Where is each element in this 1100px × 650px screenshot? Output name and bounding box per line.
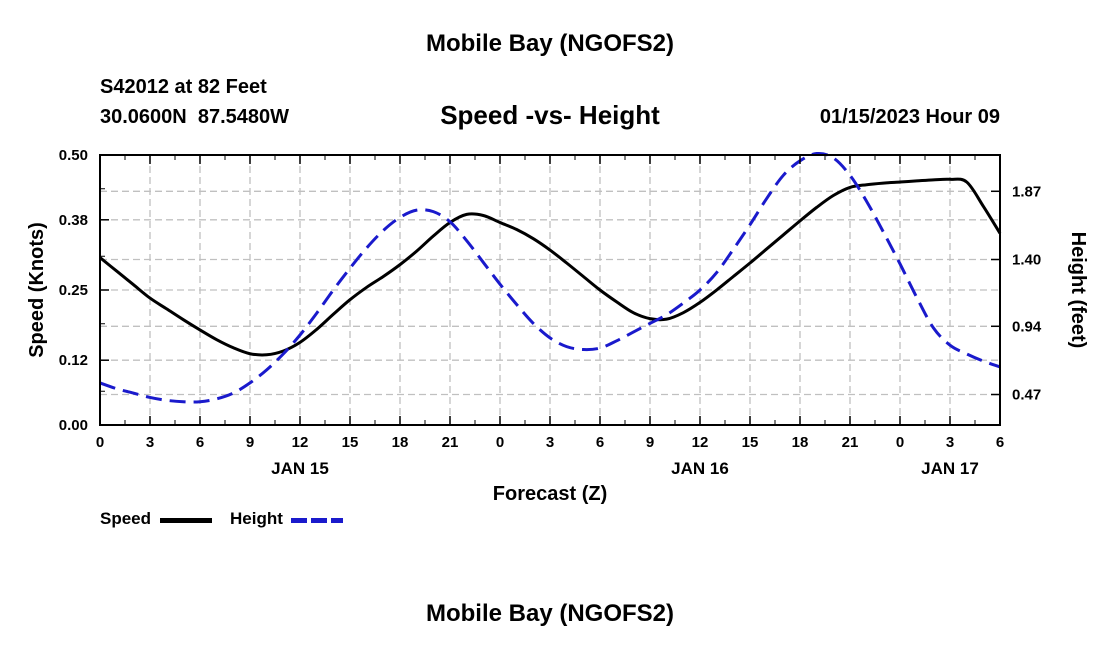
legend-speed-label: Speed — [100, 509, 152, 528]
x-tick-label: 21 — [842, 434, 859, 451]
coordinates-label: 30.0600N 87.5480W — [100, 106, 290, 128]
y-tick-label: 0.38 — [59, 212, 88, 229]
y-tick-label: 0.50 — [59, 147, 88, 164]
y2-tick-label: 0.94 — [1012, 318, 1042, 335]
top-title: Mobile Bay (NGOFS2) — [425, 30, 675, 57]
legend-speed-swatch — [160, 518, 212, 523]
y-axis-title: Speed (Knots) — [26, 222, 48, 358]
x-axis-title: Forecast (Z) — [493, 483, 607, 505]
x-tick-label: 0 — [896, 434, 904, 451]
axis-ticks — [99, 154, 1001, 426]
x-tick-label: 3 — [946, 434, 954, 451]
x-tick-label: 15 — [742, 434, 759, 451]
x-tick-label: 18 — [792, 434, 809, 451]
x-tick-label: 18 — [392, 434, 409, 451]
date-label: JAN 16 — [671, 459, 729, 478]
x-tick-label: 3 — [146, 434, 154, 451]
series-line-speed — [99, 177, 1002, 357]
y-tick-label: 0.12 — [59, 352, 88, 369]
y2-tick-label: 0.47 — [1012, 387, 1041, 404]
y2-tick-label: 1.40 — [1012, 252, 1041, 269]
x-tick-label: 3 — [546, 434, 554, 451]
x-tick-label: 9 — [646, 434, 654, 451]
x-tick-label: 0 — [496, 434, 504, 451]
x-tick-label: 6 — [596, 434, 604, 451]
y2-tick-label: 1.87 — [1012, 183, 1041, 200]
x-tick-label: 15 — [342, 434, 359, 451]
y-tick-label: 0.25 — [59, 282, 88, 299]
x-tick-label: 21 — [442, 434, 459, 451]
axis-tick-labels: 0 3 6 9 12 15 18 21 0 3 6 9 12 15 18 21 0 3 6 JAN 15 JAN 16 J… — [59, 147, 1042, 478]
series-lines — [99, 151, 1002, 404]
series-line-height — [99, 151, 1001, 404]
y-tick-label: 0.00 — [59, 417, 88, 434]
x-tick-label: 6 — [996, 434, 1004, 451]
x-tick-label: 6 — [196, 434, 204, 451]
x-tick-label: 0 — [96, 434, 104, 451]
date-label: JAN 15 — [271, 459, 329, 478]
bottom-title: Mobile Bay (NGOFS2) — [425, 600, 675, 627]
plot-title: Speed -vs- Height — [440, 100, 660, 130]
timestamp-label: 01/15/2023 Hour 09 — [819, 106, 1000, 128]
station-label: S42012 at 82 Feet — [100, 76, 267, 98]
x-tick-label: 12 — [692, 434, 709, 451]
legend-height-label: Height — [230, 509, 283, 528]
x-tick-label: 12 — [292, 434, 309, 451]
date-label: JAN 17 — [921, 459, 979, 478]
y2-axis-title: Height (feet) — [1067, 232, 1089, 349]
legend-height-swatch — [291, 518, 343, 523]
grid-lines — [100, 155, 1000, 425]
x-tick-label: 9 — [246, 434, 254, 451]
